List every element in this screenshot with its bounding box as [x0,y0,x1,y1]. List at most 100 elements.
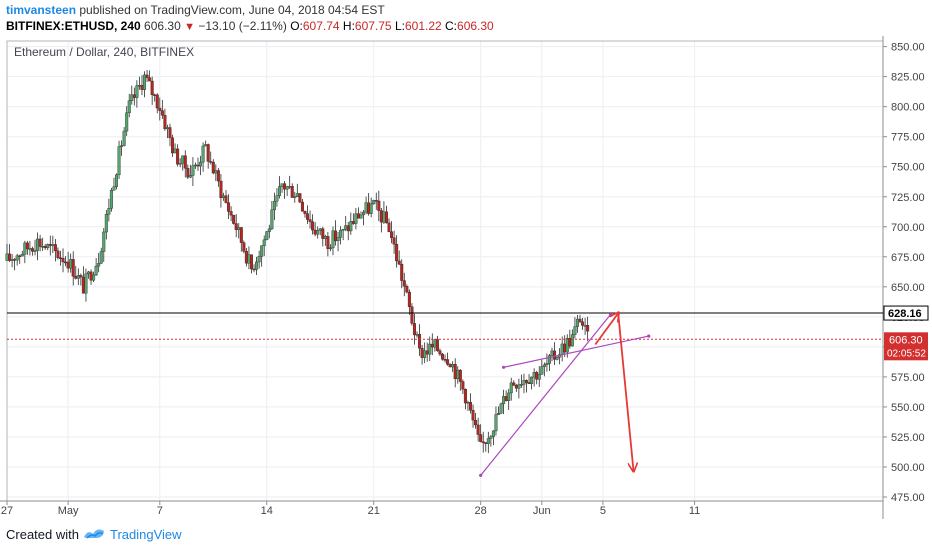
candle-up [137,85,141,87]
candle-up [382,211,386,223]
candle-up [517,384,521,389]
candle-down [418,334,422,349]
candle-up [545,363,549,366]
last-price: 606.30 [144,19,181,33]
candle-up [272,200,276,211]
candle-down [484,442,488,444]
candle-up [41,246,45,248]
candle-up [466,401,470,404]
candle-up [143,74,147,90]
candle-down [153,94,157,96]
candle-down [586,325,590,332]
candle-up [36,238,40,251]
candle-up [583,325,587,327]
candle-down [13,259,17,261]
high-label: H: [342,19,355,33]
candle-down [206,144,210,162]
author-link[interactable]: timvansteen [6,3,77,17]
candle-down [58,257,62,260]
candle-down [234,223,238,230]
candle-up [199,161,203,167]
candle-down [132,94,136,98]
symbol-label[interactable]: BITFINEX:ETHUSD, 240 [6,19,141,33]
resistance-badge-label: 628.16 [888,308,922,320]
candle-up [109,190,113,209]
candle-down [395,243,399,262]
candle-up [204,144,208,147]
candle-down [463,389,467,404]
candle-down [155,94,159,109]
candle-down [512,382,516,386]
time-tick-label: Jun [533,505,551,517]
candle-up [275,195,279,202]
candle-down [476,424,480,435]
footer: Created with TradingView [0,519,932,550]
candle-up [86,271,90,275]
candle-down [163,115,167,130]
candle-down [171,137,175,154]
candle-up [560,343,564,355]
price-axis[interactable]: 475.00500.00525.00550.00575.00600.00625.… [883,42,925,504]
time-axis[interactable]: 27 May 7 14 21 28 Jun 5 11 [1,501,700,517]
candle-up [92,274,96,281]
candle-down [443,359,447,361]
candle-down [410,306,414,324]
candle-down [18,255,22,257]
candle-up [193,164,197,167]
candle-up [288,186,292,188]
candle-down [377,200,381,211]
candle-down [64,261,68,264]
candle-down [66,261,70,269]
candle-down [48,244,52,246]
candle-up [542,364,546,367]
candle-down [581,321,585,326]
candle-up [102,231,106,252]
candle-up [331,230,335,249]
candle-up [247,254,251,264]
time-tick-label: 5 [600,505,606,517]
candle-down [252,268,256,271]
candle-up [191,165,195,176]
candle-up [104,214,108,233]
candle-up [28,248,32,250]
candle-up [341,228,345,231]
candle-down [374,200,378,202]
candle-down [321,228,325,239]
candle-down [298,193,302,203]
countdown-label: 02:05:52 [887,348,926,359]
candle-down [283,183,287,190]
candle-down [81,276,85,294]
candle-down [242,242,246,252]
candle-down [168,127,172,139]
candle-up [5,253,9,261]
candle-up [120,145,124,147]
candle-up [522,380,526,385]
candle-up [547,355,551,364]
candles [5,70,590,454]
trend-line-anchor [608,312,613,317]
candle-down [56,250,60,259]
candle-down [471,409,475,421]
candle-up [499,403,503,414]
price-tick-label: 500.00 [891,462,925,474]
candle-up [84,273,88,294]
price-tick-label: 850.00 [891,42,925,54]
candle-up [115,174,119,187]
price-chart[interactable]: Ethereum / Dollar, 240, BITFINEX 475.00 5… [0,36,932,519]
time-tick-label: 21 [368,505,380,517]
candle-down [216,170,220,182]
candle-up [262,239,266,246]
candle-down [8,253,12,261]
trend-line [480,314,612,476]
tradingview-brand[interactable]: TradingView [110,527,182,542]
low-label: L: [394,19,405,33]
candle-up [486,438,490,444]
candle-up [293,196,297,198]
candle-down [346,225,350,232]
candle-down [229,211,233,216]
candle-up [489,436,493,439]
candle-up [509,382,513,394]
current-price-badge [884,332,928,361]
candle-up [565,338,569,353]
candle-up [255,261,259,270]
